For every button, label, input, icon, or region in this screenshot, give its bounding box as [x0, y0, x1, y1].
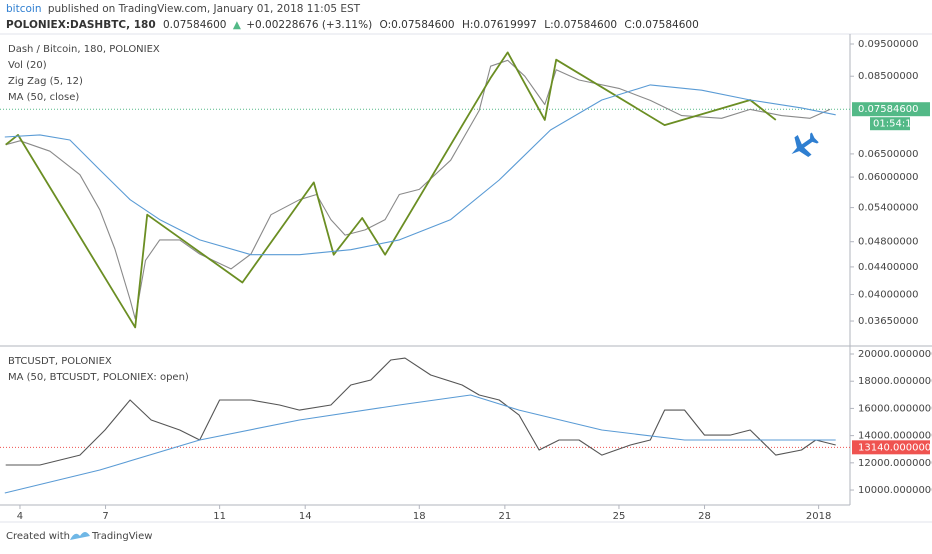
series-line [5, 357, 836, 466]
header-line: bitcoin published on TradingView.com, Ja… [6, 3, 361, 15]
series-line [4, 84, 836, 256]
last: 0.07584600 [163, 19, 226, 31]
last-price-label: 13140.00000000 [858, 442, 932, 453]
series-line [4, 394, 836, 494]
countdown-label: 01:54:19 [873, 119, 918, 130]
y-tick-label: 0.06500000 [858, 149, 918, 160]
legend-entry: Dash / Bitcoin, 180, POLONIEX [8, 44, 160, 55]
author[interactable]: bitcoin [6, 3, 41, 15]
y-tick-label: 16000.00000000 [858, 403, 932, 414]
y-tick-label: 10000.00000000 [858, 485, 932, 496]
change: +0.00228676 (+3.11%) [246, 19, 372, 31]
low: L:0.07584600 [544, 19, 617, 31]
footer-created: Created with [6, 531, 70, 542]
y-tick-label: 0.08500000 [858, 71, 918, 82]
open: O:0.07584600 [380, 19, 455, 31]
x-tick-label: 14 [299, 511, 312, 522]
legend-entry: MA (50, close) [8, 92, 79, 103]
y-tick-label: 12000.00000000 [858, 458, 932, 469]
x-tick-label: 2018 [806, 511, 831, 522]
y-tick-label: 0.04800000 [858, 237, 918, 248]
legend-entry: Zig Zag (5, 12) [8, 76, 83, 87]
last-price-tag [852, 440, 930, 455]
series-line [5, 59, 831, 320]
y-tick-label: 0.04000000 [858, 290, 918, 301]
y-tick-label: 0.04400000 [858, 262, 918, 273]
y-tick-label: 20000.00000000 [858, 349, 932, 360]
x-tick-label: 11 [213, 511, 226, 522]
plane-icon [791, 132, 819, 157]
x-tick-label: 21 [498, 511, 511, 522]
y-tick-label: 18000.00000000 [858, 376, 932, 387]
footer-logo [70, 532, 90, 540]
x-tick-label: 25 [613, 511, 626, 522]
last-price-tag [852, 102, 930, 117]
legend-entry: BTCUSDT, POLONIEX [8, 356, 112, 367]
y-tick-label: 14000.00000000 [858, 431, 932, 442]
high: H:0.07619997 [462, 19, 537, 31]
published: published on TradingView.com, January 01… [48, 3, 361, 15]
countdown-tag [870, 117, 910, 131]
x-tick-label: 7 [102, 511, 108, 522]
symbol: POLONIEX:DASHBTC, 180 [6, 19, 156, 31]
y-tick-label: 0.05400000 [858, 203, 918, 214]
last-price-label: 0.07584600 [858, 104, 918, 115]
arrow: ▲ [233, 19, 242, 31]
y-tick-label: 0.06000000 [858, 172, 918, 183]
close: C:0.07584600 [624, 19, 698, 31]
symbol-line: POLONIEX:DASHBTC, 180 0.07584600 ▲ +0.00… [6, 19, 699, 31]
legend-entry: MA (50, BTCUSDT, POLONIEX: open) [8, 372, 189, 383]
legend-entry: Vol (20) [8, 60, 47, 71]
y-tick-label: 0.03650000 [858, 316, 918, 327]
plane-shape [791, 132, 819, 157]
x-tick-label: 18 [413, 511, 426, 522]
series-line [5, 51, 777, 329]
x-tick-label: 28 [698, 511, 711, 522]
x-tick-label: 4 [17, 511, 23, 522]
y-tick-label: 0.09500000 [858, 39, 918, 50]
footer-brand[interactable]: TradingView [91, 531, 152, 542]
